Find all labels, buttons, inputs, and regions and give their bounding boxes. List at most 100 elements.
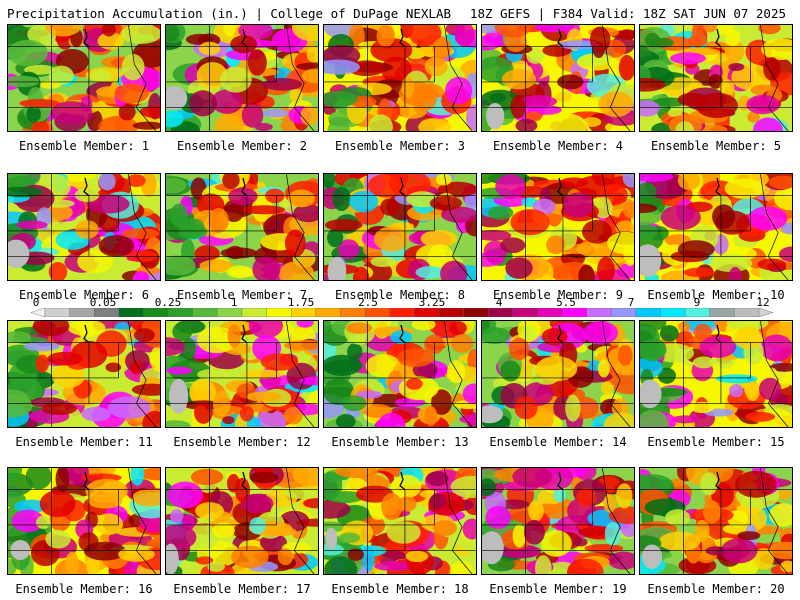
precipitation-map: [481, 320, 635, 428]
state-boundaries: [8, 174, 160, 280]
lake-outline: [399, 471, 406, 491]
legend-color-swatch: [611, 308, 637, 317]
ensemble-panel: Ensemble Member: 15: [639, 320, 793, 449]
legend-color-swatch: [217, 308, 243, 317]
legend-color-swatch: [734, 308, 760, 317]
ensemble-member-label: Ensemble Member: 9: [492, 288, 624, 302]
precipitation-map: [481, 24, 635, 132]
ensemble-member-label: Ensemble Member: 15: [647, 435, 785, 449]
figure-title: Precipitation Accumulation (in.) | Colle…: [7, 6, 452, 21]
legend-label: 1.75: [287, 296, 315, 309]
legend-color-swatch: [340, 308, 366, 317]
state-boundaries: [482, 468, 634, 574]
legend-color-swatch: [31, 308, 46, 317]
ensemble-panel: Ensemble Member: 10: [639, 173, 793, 302]
lake-outline: [557, 177, 564, 197]
legend-label: 0: [32, 296, 40, 309]
lake-outline: [399, 177, 406, 197]
legend-color-swatch: [438, 308, 465, 317]
precipitation-map: [639, 467, 793, 575]
ensemble-panel: Ensemble Member: 9: [481, 173, 635, 302]
legend-color-swatch: [44, 308, 71, 317]
ensemble-member-label: Ensemble Member: 2: [176, 139, 308, 153]
ensemble-panel: Ensemble Member: 8: [323, 173, 477, 302]
state-boundaries: [324, 174, 476, 280]
precipitation-map: [165, 320, 319, 428]
ensemble-panel: Ensemble Member: 20: [639, 467, 793, 596]
ensemble-panel: Ensemble Member: 2: [165, 24, 319, 153]
state-boundaries: [166, 25, 318, 131]
precipitation-map: [165, 173, 319, 281]
precip-field: [166, 468, 318, 574]
lake-outline: [241, 28, 248, 48]
ensemble-panel: Ensemble Member: 16: [7, 467, 161, 596]
ensemble-member-label: Ensemble Member: 5: [650, 139, 782, 153]
precipitation-map: [323, 467, 477, 575]
precipitation-map: [639, 173, 793, 281]
ensemble-panel: Ensemble Member: 11: [7, 320, 161, 449]
legend-label: 9: [693, 296, 701, 309]
lake-outline: [399, 28, 406, 48]
precip-field: [324, 174, 476, 280]
state-boundaries: [8, 468, 160, 574]
legend-color-swatch: [660, 308, 686, 317]
ensemble-panel: Ensemble Member: 12: [165, 320, 319, 449]
ensemble-member-label: Ensemble Member: 1: [18, 139, 150, 153]
state-boundaries: [166, 468, 318, 574]
legend-color-swatch: [586, 308, 612, 317]
lake-outline: [83, 324, 90, 344]
lake-outline: [715, 471, 722, 491]
precip-field: [8, 25, 160, 131]
state-boundaries: [8, 321, 160, 427]
precipitation-map: [323, 320, 477, 428]
precip-field: [324, 321, 476, 427]
precip-field: [166, 174, 318, 280]
lake-outline: [241, 471, 248, 491]
ensemble-member-label: Ensemble Member: 7: [176, 288, 308, 302]
precipitation-map: [323, 173, 477, 281]
ensemble-panel: Ensemble Member: 7: [165, 173, 319, 302]
legend-label: 0.25: [154, 296, 182, 309]
lake-outline: [83, 28, 90, 48]
legend-color-swatch: [364, 308, 391, 317]
lake-outline: [557, 324, 564, 344]
ensemble-member-label: Ensemble Member: 13: [331, 435, 469, 449]
ensemble-member-label: Ensemble Member: 6: [18, 288, 150, 302]
precipitation-map: [165, 467, 319, 575]
state-boundaries: [482, 321, 634, 427]
lake-outline: [83, 471, 90, 491]
precipitation-map: [481, 467, 635, 575]
precip-field: [166, 25, 318, 131]
precipitation-map: [7, 320, 161, 428]
legend-color-swatch: [69, 308, 95, 317]
legend-label: 5.5: [556, 296, 576, 309]
ensemble-panel: Ensemble Member: 19: [481, 467, 635, 596]
state-boundaries: [166, 174, 318, 280]
precipitation-map: [639, 24, 793, 132]
legend-color-swatch: [291, 308, 317, 317]
ensemble-member-label: Ensemble Member: 10: [647, 288, 785, 302]
legend-label: 12: [756, 296, 770, 309]
ensemble-panel: Ensemble Member: 18: [323, 467, 477, 596]
precip-field: [482, 468, 634, 574]
state-boundaries: [482, 25, 634, 131]
precipitation-map: [639, 320, 793, 428]
precip-field: [166, 321, 318, 427]
precip-field: [482, 25, 634, 131]
state-boundaries: [166, 321, 318, 427]
ensemble-member-label: Ensemble Member: 11: [15, 435, 153, 449]
legend-color-swatch: [487, 308, 514, 317]
ensemble-panel: Ensemble Member: 1: [7, 24, 161, 153]
legend-color-swatch: [118, 308, 144, 317]
precip-field: [482, 321, 634, 427]
legend-label: 3.25: [418, 296, 446, 309]
state-boundaries: [324, 321, 476, 427]
precipitation-map: [165, 24, 319, 132]
lake-outline: [715, 28, 722, 48]
state-boundaries: [640, 25, 792, 131]
legend-color-swatch: [266, 308, 292, 317]
ensemble-member-label: Ensemble Member: 14: [489, 435, 627, 449]
precip-field: [8, 174, 160, 280]
legend-color-swatch: [414, 308, 440, 317]
